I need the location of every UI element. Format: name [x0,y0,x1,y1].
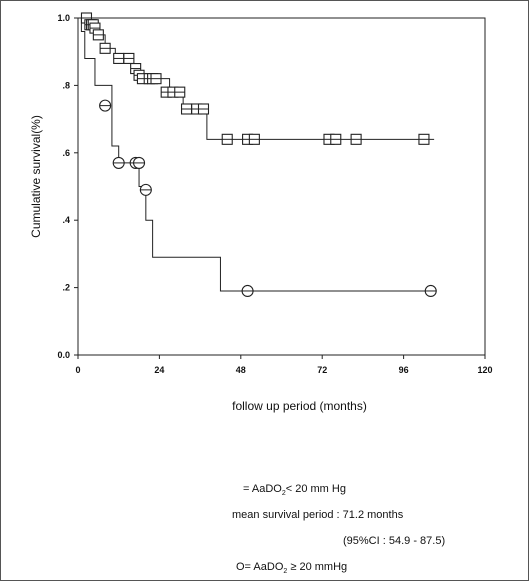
legend-line-4: O= AaDO2 ≥ 20 mmHg [236,561,347,575]
y-tick-label: .2 [62,283,70,293]
x-tick-label: 24 [154,365,164,375]
y-tick-label: 1.0 [57,13,70,23]
legend-line-3: (95%CI : 54.9 - 87.5) [343,535,446,547]
plot-area [77,17,486,356]
legend-line-1-suffix: < 20 mm Hg [285,483,346,495]
y-tick-label: .4 [62,215,70,225]
y-tick-label: 0.0 [57,350,70,360]
series-1-line [78,17,435,140]
x-tick-label: 72 [317,365,327,375]
legend-line-1-prefix: = AaDO [243,483,282,495]
legend-line-1: = AaDO2< 20 mm Hg [243,483,346,497]
legend-line-2: mean survival period : 71.2 months [232,509,404,521]
legend-line-4-sub: 2 [283,568,288,576]
y-tick-label: .6 [62,148,70,158]
y-tick-label: .8 [62,80,70,90]
legend-line-4-prefix: O= AaDO [236,561,284,573]
x-tick-label: 120 [477,365,492,375]
x-tick-label: 0 [75,365,80,375]
x-tick-label: 48 [236,365,246,375]
x-tick-label: 96 [399,365,409,375]
x-axis-title: follow up period (months) [232,399,367,413]
y-axis-title: Cumulative survival(%) [29,115,43,238]
legend-line-1-sub: 2 [281,490,286,498]
series-2-line [78,17,431,292]
legend-line-4-suffix: ≥ 20 mmHg [287,561,348,573]
